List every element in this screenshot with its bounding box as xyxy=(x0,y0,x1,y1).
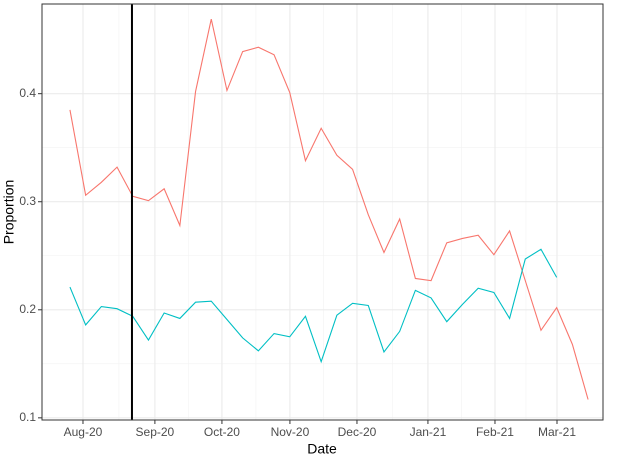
y-tick-label: 0.2 xyxy=(19,302,36,316)
x-tick-label: Oct-20 xyxy=(204,425,240,439)
y-tick-label: 0.3 xyxy=(19,194,36,208)
x-tick-label: Feb-21 xyxy=(476,425,514,439)
series-line xyxy=(69,248,558,364)
x-tick-label: Mar-21 xyxy=(538,425,576,439)
x-tick-label: Nov-20 xyxy=(271,425,310,439)
y-tick-label: 0.1 xyxy=(19,410,36,424)
x-axis-title: Date xyxy=(307,441,337,457)
series-line xyxy=(69,19,589,400)
y-axis-title: Proportion xyxy=(1,180,17,245)
x-tick-label: Dec-20 xyxy=(338,425,377,439)
x-tick-label: Jan-21 xyxy=(410,425,447,439)
panel-border xyxy=(41,3,604,421)
y-tick-label: 0.4 xyxy=(19,86,36,100)
x-tick-label: Aug-20 xyxy=(64,425,103,439)
x-tick-label: Sep-20 xyxy=(136,425,175,439)
